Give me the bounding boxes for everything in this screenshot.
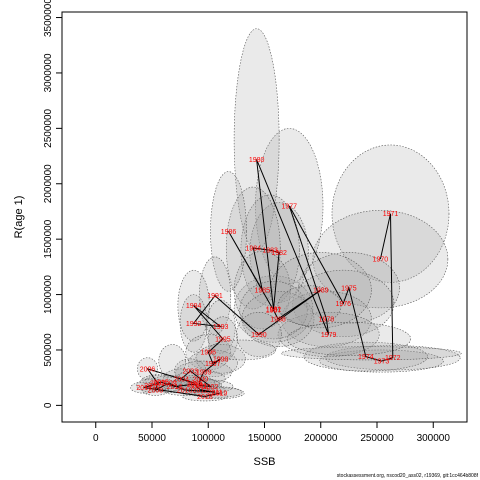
year-label-1979: 1979 [321,332,337,339]
y-tick-label: 0 [43,402,54,408]
x-tick-label: 0 [93,433,99,444]
year-label-1985: 1985 [254,288,270,295]
year-label-1988: 1988 [270,316,286,323]
year-label-1992: 1992 [186,321,202,328]
trajectory-lines [143,159,394,398]
year-label-2008: 2008 [148,387,164,394]
year-label-1999: 1999 [196,370,212,377]
y-tick-label: 1000000 [43,275,54,314]
year-label-1983: 1983 [262,248,278,255]
year-label-1987: 1987 [266,308,282,315]
trajectory-line [143,159,394,398]
x-axis: 0 50000 100000 150000 200000 250000 300000 [93,422,450,444]
x-tick-label: 250000 [360,433,394,444]
year-label-2006: 2006 [140,366,156,373]
caption: stockassessment.org, nscod20_ass02, r193… [336,473,478,479]
year-label-1976: 1976 [335,301,351,308]
year-label-2015: 2015 [153,380,169,387]
year-label-1989: 1989 [313,288,329,295]
year-label-2002: 2002 [203,384,219,391]
year-label-1973: 1973 [374,359,390,366]
y-axis-title: R(age 1) [13,196,25,239]
year-label-1997: 1997 [205,361,221,368]
year-label-1970: 1970 [373,257,389,264]
year-label-2010: 2010 [177,387,193,394]
year-label-1996: 1996 [200,350,216,357]
year-label-1972: 1972 [385,355,401,362]
year-label-1980: 1980 [249,157,265,164]
y-tick-label: 3500000 [43,0,54,37]
y-tick-label: 500000 [43,333,54,367]
year-label-2004: 2004 [173,376,189,383]
ellipse-halo-2 [286,321,412,356]
y-tick-label: 3000000 [43,53,54,92]
x-axis-title: SSB [253,456,275,468]
year-label-2013: 2013 [187,382,203,389]
year-label-2016: 2016 [144,383,160,390]
year-label-1974: 1974 [358,354,374,361]
y-axis: 0 500000 1000000 1500000 2000000 2500000 30000… [43,0,62,408]
x-tick-label: 100000 [192,433,226,444]
year-label-1998: 1998 [213,356,229,363]
year-label-2000: 2000 [193,376,209,383]
year-label-1982: 1982 [271,250,287,257]
year-label-2009: 2009 [161,381,177,388]
year-label-1990: 1990 [251,332,267,339]
x-tick-label: 150000 [248,433,282,444]
y-tick-label: 2000000 [43,164,54,203]
x-tick-label: 50000 [138,433,166,444]
year-label-2005: 2005 [187,381,203,388]
x-tick-label: 200000 [304,433,338,444]
year-label-1995: 1995 [215,336,231,343]
y-tick-label: 2500000 [43,108,54,147]
year-label-2017: 2017 [136,385,152,392]
year-label-1991: 1991 [207,293,223,300]
year-label-1975: 1975 [341,285,357,292]
year-label-2012: 2012 [193,387,209,394]
year-label-2001: 2001 [191,383,207,390]
year-label-1986: 1986 [221,229,237,236]
y-tick-label: 1500000 [43,219,54,258]
uncertainty-ellipses [130,28,462,402]
x-tick-label: 300000 [417,433,451,444]
year-label-1981: 1981 [266,306,282,313]
ellipse-halo-5 [158,344,187,378]
year-label-2014: 2014 [167,384,183,391]
year-label-1978: 1978 [319,316,335,323]
year-label-2007: 2007 [150,381,166,388]
year-label-2011: 2011 [207,390,222,397]
ellipse-halo-4 [207,339,277,361]
ellipse-halo-1 [281,346,462,361]
year-label-1984: 1984 [245,246,261,253]
year-label-1993: 1993 [213,324,229,331]
year-label-1977: 1977 [281,203,297,210]
year-label-2018: 2018 [197,394,213,401]
ellipse-1970 [312,210,449,309]
year-label-1971: 1971 [383,211,399,218]
year-label-2019: 2019 [212,391,228,398]
year-label-2003: 2003 [182,369,198,376]
year-label-1994: 1994 [186,303,202,310]
